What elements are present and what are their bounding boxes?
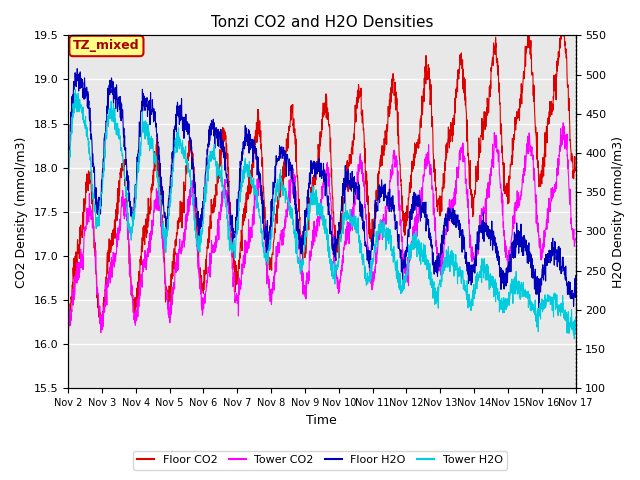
Legend: Floor CO2, Tower CO2, Floor H2O, Tower H2O: Floor CO2, Tower CO2, Floor H2O, Tower H… [133, 451, 507, 469]
Tower H2O [557, 300, 565, 306]
Tower H2O [298, 257, 305, 263]
Floor H2O [464, 259, 472, 265]
Floor CO2 [524, 33, 532, 38]
Tower H2O [72, 87, 79, 93]
Floor CO2 [464, 153, 472, 159]
Line: Floor H2O: Floor H2O [68, 69, 575, 308]
Floor H2O [298, 239, 305, 245]
Tower CO2 [90, 235, 98, 240]
Floor CO2 [65, 326, 72, 332]
Tower CO2 [559, 120, 567, 126]
Tower H2O [570, 336, 578, 342]
Y-axis label: CO2 Density (mmol/m3): CO2 Density (mmol/m3) [15, 136, 28, 288]
Floor H2O [90, 165, 98, 171]
Y-axis label: H2O Density (mmol/m3): H2O Density (mmol/m3) [612, 136, 625, 288]
Line: Tower CO2: Tower CO2 [68, 123, 575, 333]
X-axis label: Time: Time [307, 414, 337, 427]
Line: Tower H2O: Tower H2O [68, 90, 575, 339]
Tower H2O [572, 314, 579, 320]
Floor H2O [557, 271, 565, 276]
Tower CO2 [464, 204, 472, 210]
Tower CO2 [64, 324, 72, 329]
Tower CO2 [298, 264, 305, 270]
Floor H2O [64, 167, 72, 172]
Line: Floor CO2: Floor CO2 [68, 36, 575, 329]
Floor CO2 [557, 36, 565, 42]
Floor CO2 [311, 182, 319, 188]
Tower H2O [464, 305, 472, 311]
Tower H2O [90, 204, 98, 210]
Floor H2O [74, 66, 81, 72]
Floor H2O [535, 305, 543, 311]
Floor CO2 [64, 312, 72, 318]
Tower CO2 [557, 144, 564, 149]
Tower H2O [64, 184, 72, 190]
Floor CO2 [298, 238, 305, 243]
Tower CO2 [97, 330, 104, 336]
Floor CO2 [572, 167, 579, 172]
Tower H2O [557, 303, 564, 309]
Floor H2O [311, 174, 319, 180]
Floor H2O [557, 264, 565, 270]
Floor CO2 [557, 33, 565, 38]
Text: TZ_mixed: TZ_mixed [73, 39, 140, 52]
Floor CO2 [90, 245, 98, 251]
Tower CO2 [572, 236, 579, 242]
Tower CO2 [557, 132, 565, 138]
Title: Tonzi CO2 and H2O Densities: Tonzi CO2 and H2O Densities [211, 15, 433, 30]
Tower H2O [311, 200, 319, 205]
Tower CO2 [311, 230, 319, 236]
Floor H2O [572, 273, 579, 278]
